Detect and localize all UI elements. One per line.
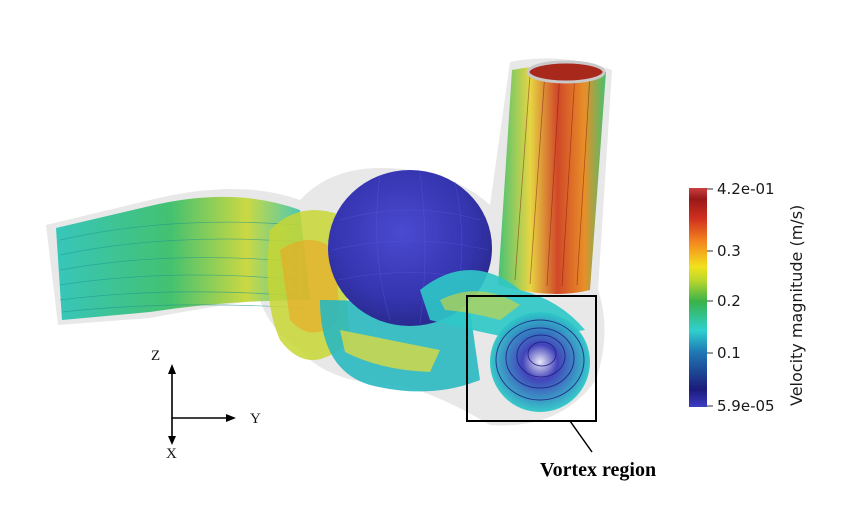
flow-geometry <box>46 58 612 426</box>
lower-body-yellow <box>340 330 440 372</box>
colorbar-title: Velocity magnitude (m/s) <box>787 205 806 406</box>
z-axis-arrow <box>168 364 176 374</box>
outlet-pipe <box>498 65 606 294</box>
x-axis-arrow <box>168 436 176 445</box>
vortex-highlight-box <box>466 295 597 422</box>
vortex-annotation: Vortex region <box>466 295 656 481</box>
colorbar-min-label: 5.9e-05 <box>717 397 775 415</box>
jet-stream-core <box>440 291 520 320</box>
y-axis-label: Y <box>250 411 261 427</box>
sphere-mesh <box>331 171 489 325</box>
inlet-pipe <box>56 196 310 320</box>
colorbar: 4.2e-01 0.3 0.2 0.1 5.9e-05 Velocity mag… <box>689 180 806 415</box>
annotation-label: Vortex region <box>540 459 656 481</box>
vortex-swirls <box>495 319 585 401</box>
colorbar-tick-label-1: 0.2 <box>717 292 741 310</box>
colorbar-gradient <box>689 188 707 407</box>
annotation-leader-line <box>569 420 593 453</box>
vortex-core <box>490 312 590 412</box>
colorbar-tick-label-0: 0.3 <box>717 242 741 260</box>
colorbar-tick-label-2: 0.1 <box>717 344 741 362</box>
axes-triad <box>168 364 236 445</box>
z-axis-label: Z <box>151 348 160 364</box>
outlet-mouth <box>526 60 606 84</box>
x-axis-label: X <box>166 446 177 462</box>
y-axis-arrow <box>226 414 236 422</box>
colorbar-max-label: 4.2e-01 <box>717 180 775 198</box>
outlet-streamlines <box>514 71 591 287</box>
